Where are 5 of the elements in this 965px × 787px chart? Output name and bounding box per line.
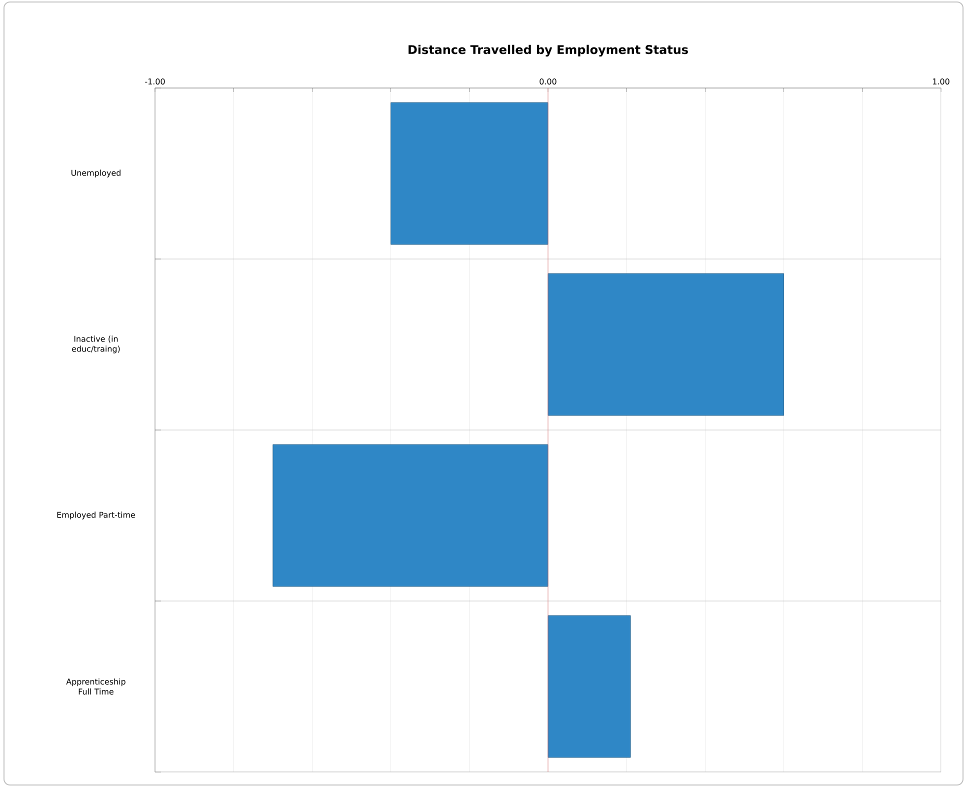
bar: [272, 444, 548, 587]
bar: [548, 615, 631, 758]
bar: [390, 102, 548, 245]
bar: [548, 273, 784, 416]
chart-title: Distance Travelled by Employment Status: [408, 44, 688, 57]
